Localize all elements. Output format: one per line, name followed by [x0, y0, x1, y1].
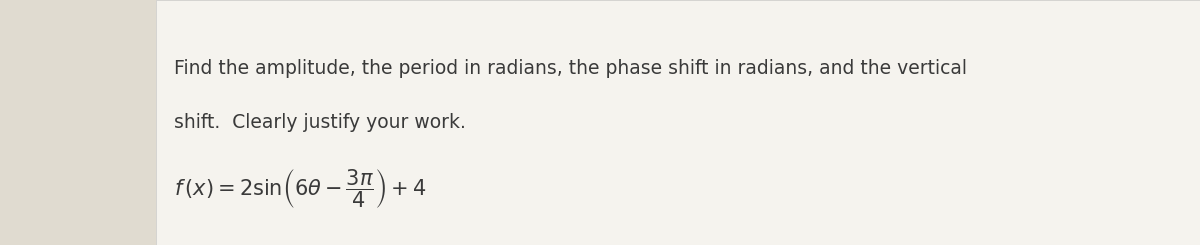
Text: Find the amplitude, the period in radians, the phase shift in radians, and the v: Find the amplitude, the period in radian…	[174, 59, 967, 78]
Text: $f\,(x) = 2\sin\!\left(6\theta - \dfrac{3\pi}{4}\right) + 4$: $f\,(x) = 2\sin\!\left(6\theta - \dfrac{…	[174, 167, 427, 210]
FancyBboxPatch shape	[156, 0, 1200, 245]
Text: shift.  Clearly justify your work.: shift. Clearly justify your work.	[174, 113, 466, 132]
